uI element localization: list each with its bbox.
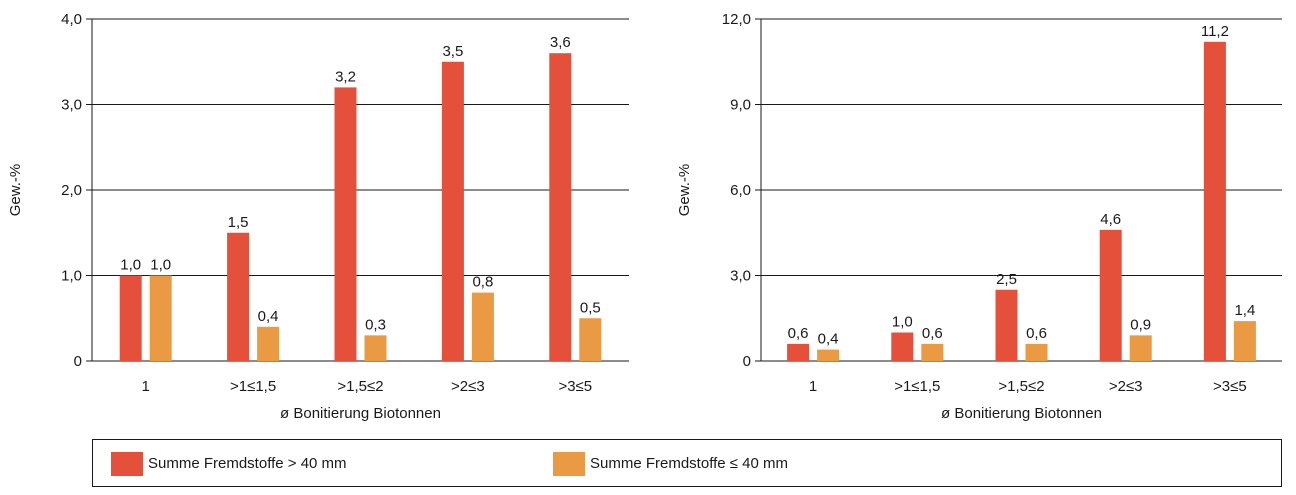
chart2-y-tick-label: 9,0 xyxy=(730,97,751,114)
chart1-x-tick-label: 1 xyxy=(142,378,150,395)
chart2-x-tick-label: >1,5≤2 xyxy=(998,378,1044,395)
chart2-data-label-small: 0,4 xyxy=(818,331,839,348)
chart2-bar-small xyxy=(921,343,944,361)
chart1-data-label-large: 1,5 xyxy=(228,214,249,231)
chart1-data-label-large: 3,5 xyxy=(442,43,463,60)
chart2-x-tick-label: >3≤5 xyxy=(1213,378,1247,395)
chart1-y-tick-label: 2,0 xyxy=(61,182,82,199)
chart2-y-tick-label: 12,0 xyxy=(722,11,751,28)
chart2-bar-large xyxy=(891,332,914,361)
legend-item-large: Summe Fremdstoffe > 40 mm xyxy=(111,452,347,476)
chart1-x-tick-label: >2≤3 xyxy=(451,378,485,395)
chart2-bar-small xyxy=(1025,343,1048,361)
chart2-y-tick-label: 6,0 xyxy=(730,182,751,199)
chart2-bar-large xyxy=(787,343,810,361)
chart1-x-tick-label: >3≤5 xyxy=(558,378,592,395)
chart2-data-label-large: 4,6 xyxy=(1100,211,1121,228)
chart2-y-tick-label: 0 xyxy=(743,353,751,370)
chart1-y-tick-label: 4,0 xyxy=(61,11,82,28)
chart2-data-label-large: 11,2 xyxy=(1201,23,1229,40)
chart2-data-label-small: 0,6 xyxy=(1026,325,1047,342)
chart1-y-tick-label: 1,0 xyxy=(61,268,82,285)
chart1-x-axis-label: ø Bonitierung Biotonnen xyxy=(280,405,441,422)
legend-swatch-large xyxy=(111,452,143,476)
chart1-x-tick-label: >1,5≤2 xyxy=(337,378,383,395)
chart2-bar-large xyxy=(995,289,1018,361)
chart1-data-label-large: 3,6 xyxy=(550,34,571,51)
chart1-y-tick-label: 3,0 xyxy=(61,97,82,114)
chart2-data-label-large: 2,5 xyxy=(996,271,1017,288)
chart2-x-tick-label: 1 xyxy=(809,378,817,395)
legend: Summe Fremdstoffe > 40 mm Summe Fremdsto… xyxy=(92,439,1282,487)
chart1-data-label-small: 0,4 xyxy=(258,308,279,325)
chart1-bar-small xyxy=(579,318,602,361)
chart2-data-label-small: 0,9 xyxy=(1130,316,1151,333)
chart1-bar-large xyxy=(441,61,464,361)
chart1-bar-large xyxy=(549,53,572,361)
chart1-data-label-small: 1,0 xyxy=(150,257,171,274)
chart1-data-label-large: 1,0 xyxy=(120,257,141,274)
chart1-data-label-large: 3,2 xyxy=(335,68,356,85)
chart2-data-label-large: 1,0 xyxy=(892,314,913,331)
chart1-bar-large xyxy=(227,232,250,361)
chart2-bar-small xyxy=(1129,335,1152,361)
chart1-bar-large xyxy=(334,87,357,362)
chart1-bar-small xyxy=(471,292,494,361)
chart1-y-tick-label: 0 xyxy=(74,353,82,370)
chart1-bar-small xyxy=(257,326,280,361)
chart1-data-label-small: 0,5 xyxy=(580,299,601,316)
chart1-bar-small xyxy=(364,335,387,361)
legend-item-small: Summe Fremdstoffe ≤ 40 mm xyxy=(553,452,788,476)
charts-canvas: 0 1,0 2,0 3,0 4,0 1,0 1,0 1 1,5 0,4 >1≤1,5 3,2 0,3 >1… xyxy=(7,11,1282,422)
chart2-bar-small xyxy=(817,349,840,361)
legend-label-large: Summe Fremdstoffe > 40 mm xyxy=(148,455,347,472)
chart2-bar-small xyxy=(1233,321,1256,361)
chart1-x-tick-label: >1≤1,5 xyxy=(230,378,276,395)
chart1-data-label-small: 0,8 xyxy=(472,274,493,291)
chart2-data-label-small: 0,6 xyxy=(922,325,943,342)
chart1-bar-small xyxy=(149,275,172,361)
chart2-data-label-small: 1,4 xyxy=(1234,302,1255,319)
chart2-y-tick-label: 3,0 xyxy=(730,268,751,285)
legend-swatch-small xyxy=(553,452,585,476)
chart1-data-label-small: 0,3 xyxy=(365,316,386,333)
chart2-data-label-large: 0,6 xyxy=(788,325,809,342)
chart2-bar-large xyxy=(1099,229,1122,361)
chart2-x-axis-label: ø Bonitierung Biotonnen xyxy=(941,405,1102,422)
chart2-x-tick-label: >2≤3 xyxy=(1109,378,1143,395)
chart2-x-tick-label: >1≤1,5 xyxy=(894,378,940,395)
chart1-bar-large xyxy=(119,275,142,361)
chart1-y-axis-label: Gew.-% xyxy=(7,164,24,217)
chart2-bar-large xyxy=(1203,41,1226,362)
legend-label-small: Summe Fremdstoffe ≤ 40 mm xyxy=(590,455,789,472)
chart2-y-axis-label: Gew.-% xyxy=(676,164,693,217)
